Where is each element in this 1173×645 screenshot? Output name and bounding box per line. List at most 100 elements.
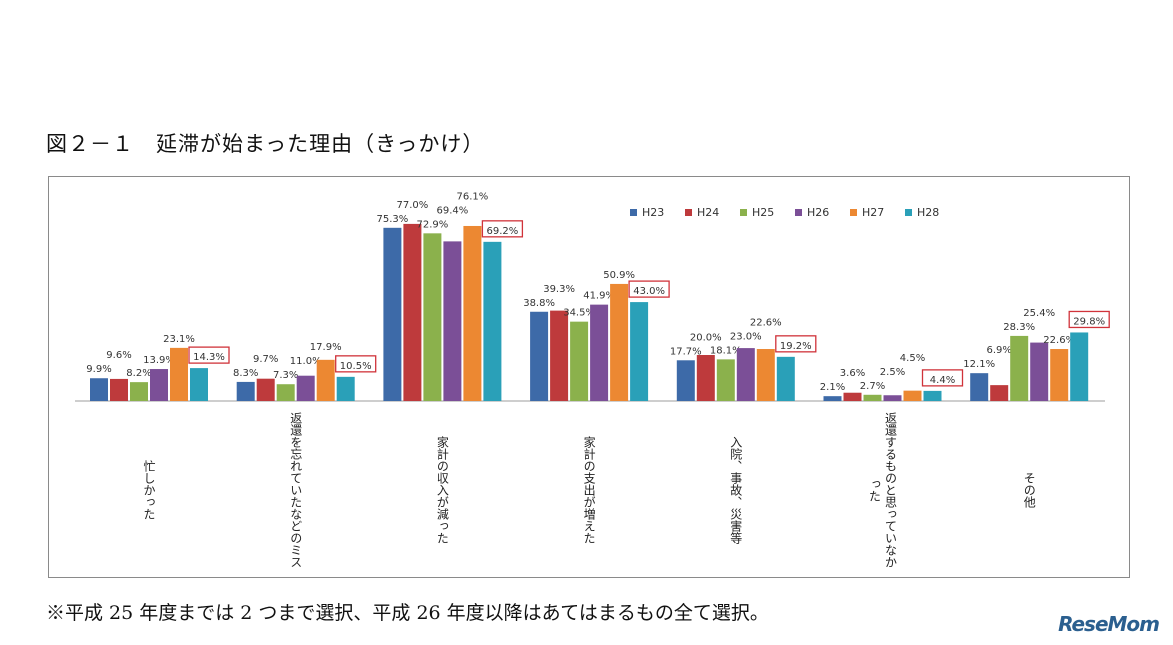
data-label: 25.4% xyxy=(1023,308,1055,319)
highlight-box xyxy=(921,369,964,387)
data-label: 9.9% xyxy=(86,364,111,375)
data-label: 2.5% xyxy=(880,367,905,378)
legend-swatch xyxy=(795,209,802,216)
bar-H27 xyxy=(756,349,775,401)
legend-swatch xyxy=(685,209,692,216)
bar-H27 xyxy=(463,225,482,401)
bar-H28 xyxy=(923,390,942,401)
data-label: 12.1% xyxy=(963,359,995,370)
bar-H25 xyxy=(423,233,442,401)
data-label: 77.0% xyxy=(397,200,429,211)
chart-frame xyxy=(48,176,1130,578)
resemom-logo: ReseMom xyxy=(1058,612,1160,636)
bar-H23 xyxy=(970,373,989,401)
data-label: 28.3% xyxy=(1003,322,1035,333)
data-label: 7.3% xyxy=(273,370,298,381)
data-label: 17.7% xyxy=(670,346,702,357)
data-label: 2.7% xyxy=(860,381,885,392)
bar-H28 xyxy=(483,241,502,401)
data-label: 8.2% xyxy=(126,368,151,379)
bar-H26 xyxy=(883,395,902,401)
data-label: 38.8% xyxy=(523,298,555,309)
bar-H25 xyxy=(716,359,735,401)
legend-item-H25: H25 xyxy=(740,206,774,219)
category-label: 家計の支出が増えた xyxy=(582,436,597,544)
data-label: 22.6% xyxy=(750,317,782,328)
category-label: 入院、事故、災害等 xyxy=(728,436,743,544)
data-label: 76.1% xyxy=(457,191,489,202)
bar-H28 xyxy=(336,376,355,401)
bar-H28 xyxy=(1070,332,1089,401)
bar-H26 xyxy=(736,348,755,401)
bar-H28 xyxy=(190,368,208,401)
bar-H24 xyxy=(256,378,275,401)
bar-H25 xyxy=(570,321,589,401)
category-label: 家計の収入が減った xyxy=(435,436,450,544)
data-label: 4.5% xyxy=(900,353,925,364)
data-label: 41.9% xyxy=(583,291,615,302)
legend-swatch xyxy=(905,209,912,216)
highlight-box xyxy=(1068,310,1110,329)
legend-label: H27 xyxy=(862,206,885,219)
legend-item-H26: H26 xyxy=(795,206,829,219)
bar-H27 xyxy=(170,347,188,401)
category-label: 返還を忘れていたなどのミス xyxy=(288,412,303,568)
bar-H25 xyxy=(130,382,148,401)
data-label: 2.1% xyxy=(820,382,845,393)
bar-H28 xyxy=(776,356,795,401)
data-label: 13.9% xyxy=(143,355,175,366)
data-label: 29.8% xyxy=(1073,316,1105,327)
data-label: 9.7% xyxy=(253,354,278,365)
data-label: 19.2% xyxy=(780,341,812,352)
data-label: 39.3% xyxy=(543,284,575,295)
bar-H24 xyxy=(990,385,1009,401)
bar-H26 xyxy=(296,375,315,401)
data-label: 11.0% xyxy=(290,356,322,367)
data-label: 43.0% xyxy=(633,286,665,297)
bar-H26 xyxy=(150,369,168,401)
bar-H27 xyxy=(610,283,629,401)
data-label: 8.3% xyxy=(233,368,258,379)
bar-H26 xyxy=(1030,342,1049,401)
legend-item-H24: H24 xyxy=(685,206,719,219)
data-label: 23.0% xyxy=(730,331,762,342)
bar-H26 xyxy=(443,241,462,401)
bar-H27 xyxy=(1050,349,1069,401)
bar-H23 xyxy=(236,381,255,401)
data-label: 69.4% xyxy=(437,205,469,216)
bar-H24 xyxy=(110,378,128,401)
highlight-box xyxy=(335,355,377,373)
category-label: 返還するものと思っていなかった xyxy=(867,412,898,568)
bar-H23 xyxy=(823,396,842,401)
data-label: 72.9% xyxy=(417,219,449,230)
data-label: 9.6% xyxy=(106,350,131,361)
data-label: 10.5% xyxy=(340,361,372,372)
data-label: 17.9% xyxy=(310,342,342,353)
legend-label: H26 xyxy=(807,206,830,219)
data-label: 22.6% xyxy=(1043,335,1075,346)
bar-H25 xyxy=(276,384,295,401)
bar-H27 xyxy=(903,390,922,401)
data-label: 4.4% xyxy=(930,375,955,386)
legend-swatch xyxy=(740,209,747,216)
bar-H28 xyxy=(630,302,649,401)
bar-H23 xyxy=(676,360,695,401)
legend-swatch xyxy=(630,209,637,216)
data-label: 6.9% xyxy=(986,345,1011,356)
bar-H23 xyxy=(90,378,108,401)
footnote: ※平成 25 年度までは 2 つまで選択、平成 26 年度以降はあてはまるもの全… xyxy=(46,602,769,624)
data-label: 14.3% xyxy=(193,352,225,363)
legend-item-H28: H28 xyxy=(905,206,939,219)
category-label: その他 xyxy=(1022,472,1037,508)
category-label: 忙しかった xyxy=(142,460,156,520)
highlight-box xyxy=(481,220,524,238)
bar-H25 xyxy=(863,394,882,401)
data-label: 75.3% xyxy=(377,214,409,225)
bar-H23 xyxy=(530,311,549,401)
highlight-box xyxy=(188,346,230,364)
legend-label: H24 xyxy=(697,206,720,219)
bar-H24 xyxy=(843,392,862,401)
data-label: 50.9% xyxy=(603,270,635,281)
legend-label: H28 xyxy=(917,206,940,219)
